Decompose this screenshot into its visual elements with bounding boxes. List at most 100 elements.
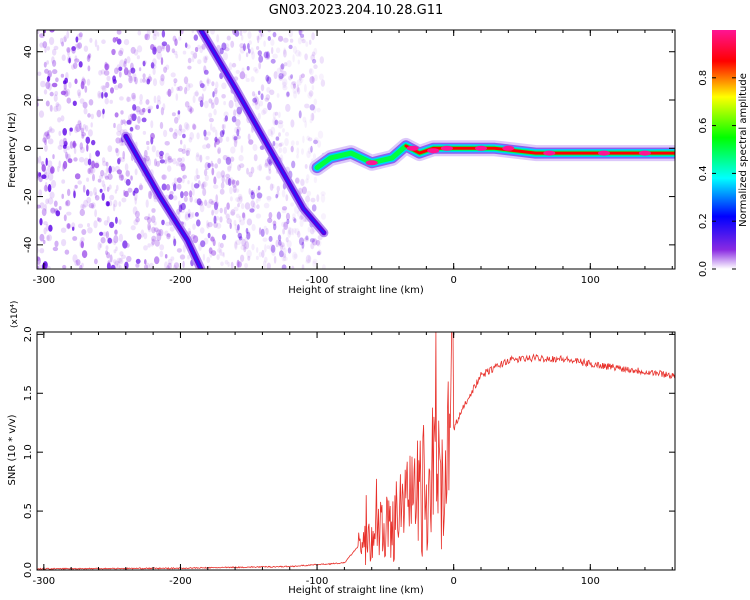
noise-cell: [225, 213, 230, 220]
noise-cell: [257, 185, 261, 191]
noise-cell: [219, 207, 223, 214]
noise-cell: [69, 141, 74, 149]
noise-cell: [293, 227, 297, 234]
noise-cell: [170, 72, 176, 78]
noise-cell: [135, 106, 141, 113]
noise-cell: [116, 123, 123, 132]
noise-cell: [301, 39, 306, 44]
noise-cell: [237, 232, 242, 239]
noise-cell: [103, 220, 109, 226]
noise-cell: [306, 190, 312, 197]
noise-cell: [176, 183, 182, 190]
noise-cell: [60, 227, 67, 233]
noise-cell: [242, 30, 248, 34]
noise-cell: [49, 128, 55, 134]
noise-cell: [193, 183, 200, 189]
noise-cell: [292, 216, 296, 222]
noise-cell: [179, 254, 186, 260]
noise-cell: [210, 236, 215, 242]
noise-cell: [309, 118, 313, 124]
noise-cell: [153, 227, 159, 232]
noise-cell: [50, 105, 53, 112]
noise-cell: [278, 73, 284, 80]
noise-cell: [131, 113, 137, 122]
noise-cell: [199, 83, 205, 89]
noise-cell: [281, 189, 286, 198]
noise-cell: [67, 188, 71, 197]
noise-cell: [161, 219, 165, 226]
noise-cell: [245, 52, 249, 58]
noise-cell: [287, 229, 292, 238]
noise-cell: [117, 260, 121, 269]
noise-cell: [118, 257, 124, 265]
noise-cell: [232, 134, 237, 141]
noise-cell: [268, 162, 271, 171]
noise-cell: [256, 247, 259, 253]
noise-cell: [65, 200, 69, 206]
noise-cell: [297, 37, 302, 45]
noise-cell: [127, 70, 131, 77]
noise-cell: [247, 43, 250, 50]
noise-cell: [296, 79, 302, 86]
noise-cell: [182, 244, 186, 253]
noise-cell: [172, 158, 177, 165]
noise-cell: [236, 111, 242, 117]
noise-cell: [107, 145, 113, 153]
noise-cell: [289, 38, 294, 43]
noise-cell: [281, 255, 286, 262]
noise-cell: [221, 174, 225, 183]
noise-cell: [47, 184, 52, 193]
noise-cell: [290, 74, 293, 79]
noise-cell: [248, 40, 252, 45]
noise-cell: [107, 237, 112, 244]
noise-cell: [113, 122, 116, 129]
noise-cell: [97, 90, 101, 99]
noise-cell: [306, 150, 311, 159]
noise-cell: [320, 191, 326, 196]
noise-cell: [42, 41, 48, 49]
noise-cell: [72, 226, 75, 231]
noise-cell: [148, 190, 152, 200]
noise-cell: [291, 228, 295, 236]
noise-cell: [91, 202, 96, 209]
noise-cell: [54, 240, 59, 247]
noise-cell: [296, 147, 300, 155]
noise-cell: [283, 221, 289, 230]
noise-cell: [76, 42, 81, 51]
noise-cell: [220, 182, 225, 189]
noise-cell: [143, 264, 149, 269]
y-tick-label: -20: [23, 188, 34, 204]
noise-cell: [120, 110, 124, 115]
noise-cell: [180, 139, 183, 145]
noise-cell: [245, 227, 249, 234]
noise-cell: [41, 161, 45, 166]
noise-cell: [227, 165, 232, 171]
noise-cell: [99, 243, 103, 248]
noise-cell: [205, 155, 210, 160]
noise-cell: [173, 177, 178, 183]
hot-spot: [365, 160, 378, 166]
noise-cell: [215, 81, 219, 89]
noise-cell: [101, 39, 106, 44]
noise-cell: [144, 216, 150, 221]
noise-cell: [284, 131, 290, 137]
noise-cell: [151, 235, 157, 242]
noise-cell: [273, 71, 278, 80]
noise-cell: [225, 177, 231, 186]
noise-cell: [150, 120, 154, 129]
noise-cell: [272, 111, 276, 119]
noise-cell: [246, 230, 251, 237]
noise-cell: [292, 83, 297, 89]
noise-cell: [191, 53, 195, 63]
noise-cell: [83, 45, 89, 52]
noise-cell: [111, 265, 114, 269]
noise-cell: [118, 201, 122, 207]
noise-cell: [283, 47, 286, 55]
noise-cell: [137, 30, 142, 36]
noise-cell: [97, 242, 101, 251]
noise-cell: [276, 93, 280, 98]
noise-cell: [132, 104, 137, 111]
noise-cell: [230, 40, 235, 48]
noise-cell: [252, 101, 256, 106]
noise-cell: [175, 161, 179, 167]
